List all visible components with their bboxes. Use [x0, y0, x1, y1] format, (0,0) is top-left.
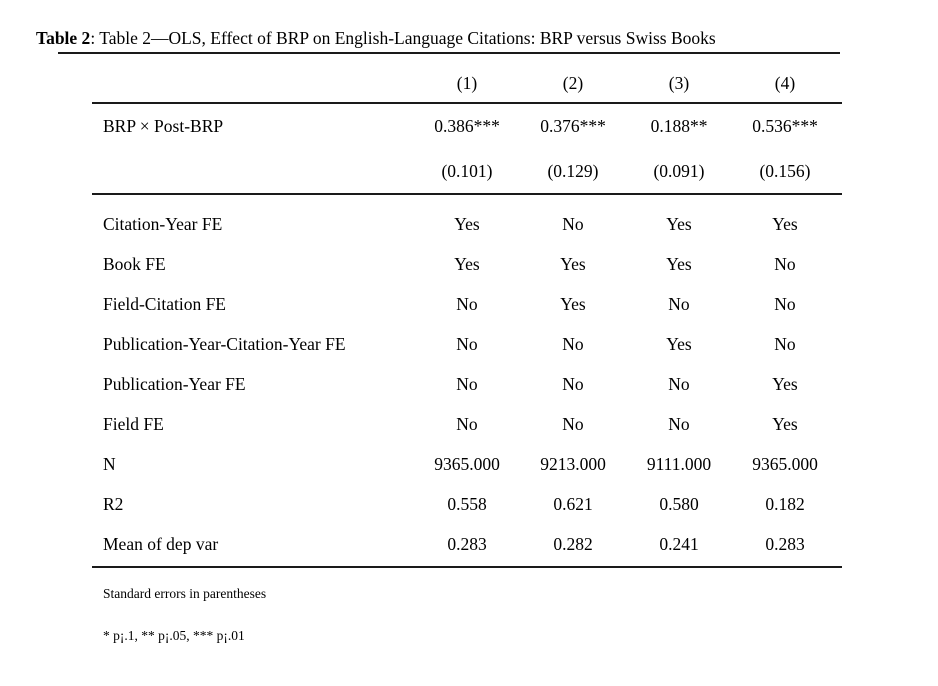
cell-value: 9365.000: [434, 453, 500, 474]
cell-value: No: [562, 333, 584, 354]
cell-value: No: [456, 333, 478, 354]
row-label: Field-Citation FE: [103, 293, 226, 314]
significance-note: * p¡.1, ** p¡.05, *** p¡.01: [103, 628, 245, 643]
row-label: BRP × Post-BRP: [103, 116, 224, 136]
cell-value: 0.283: [765, 533, 805, 554]
row-label: Field FE: [103, 413, 164, 434]
cell-value: No: [562, 413, 584, 434]
row-label: N: [103, 453, 116, 474]
cell-value: 9111.000: [646, 453, 712, 474]
table-row: Citation-Year FE Yes No Yes Yes: [92, 204, 842, 244]
cell-value: Yes: [666, 253, 692, 274]
cell-value: Yes: [666, 213, 692, 234]
standard-error-value: (0.156): [759, 160, 811, 181]
cell-value: No: [562, 213, 584, 234]
table-caption-number: Table 2: [36, 28, 91, 48]
cell-value: No: [774, 293, 796, 314]
cell-value: 0.580: [659, 493, 699, 514]
row-label: Citation-Year FE: [103, 213, 223, 234]
column-header: (4): [774, 72, 796, 93]
cell-value: 9213.000: [540, 453, 606, 474]
row-label: Book FE: [103, 253, 166, 274]
column-header-row: (1) (2) (3) (4): [92, 64, 842, 104]
column-header: (2): [562, 72, 584, 93]
statistics-section: Citation-Year FE Yes No Yes Yes Book FE …: [92, 195, 842, 568]
coefficient-value: 0.536***: [752, 116, 818, 136]
column-header: (3): [668, 72, 690, 93]
table-row: Book FE Yes Yes Yes No: [92, 244, 842, 284]
cell-value: Yes: [666, 333, 692, 354]
standard-error-row: (0.101) (0.129) (0.091) (0.156): [92, 149, 842, 193]
cell-value: Yes: [772, 413, 798, 434]
table-row: Field-Citation FE No Yes No No: [92, 284, 842, 324]
row-label: Mean of dep var: [103, 533, 219, 554]
table-row: Mean of dep var 0.283 0.282 0.241 0.283: [92, 524, 842, 564]
cell-value: 0.283: [447, 533, 487, 554]
coefficient-section: BRP × Post-BRP 0.386*** 0.376*** 0.188**…: [92, 104, 842, 195]
cell-value: No: [456, 293, 478, 314]
standard-errors-note: Standard errors in parentheses: [103, 586, 267, 601]
row-label: R2: [103, 493, 124, 514]
table-notes: Standard errors in parentheses * p¡.1, *…: [92, 586, 842, 644]
coefficient-value: 0.188**: [650, 116, 708, 136]
table-row: Publication-Year FE No No No Yes: [92, 364, 842, 404]
regression-table: (1) (2) (3) (4) BRP × Post-BRP 0.386*** …: [92, 64, 842, 644]
coefficient-row: BRP × Post-BRP 0.386*** 0.376*** 0.188**…: [92, 104, 842, 149]
table-row: R2 0.558 0.621 0.580 0.182: [92, 484, 842, 524]
coefficient-value: 0.386***: [434, 116, 500, 136]
cell-value: 0.282: [553, 533, 593, 554]
table-row: Field FE No No No Yes: [92, 404, 842, 444]
cell-value: No: [562, 373, 584, 394]
standard-error-value: (0.091): [653, 160, 705, 181]
cell-value: No: [668, 373, 690, 394]
cell-value: Yes: [454, 213, 480, 234]
table-row: Publication-Year-Citation-Year FE No No …: [92, 324, 842, 364]
table-caption-text: : Table 2—OLS, Effect of BRP on English-…: [90, 28, 716, 48]
row-label: Publication-Year FE: [103, 373, 246, 394]
cell-value: No: [774, 253, 796, 274]
cell-value: No: [668, 413, 690, 434]
row-label: Publication-Year-Citation-Year FE: [103, 333, 346, 354]
cell-value: 9365.000: [752, 453, 818, 474]
cell-value: 0.182: [765, 493, 805, 514]
caption-underline: [58, 52, 840, 54]
cell-value: No: [774, 333, 796, 354]
cell-value: Yes: [772, 213, 798, 234]
coefficient-value: 0.376***: [540, 116, 606, 136]
cell-value: 0.241: [659, 533, 699, 554]
cell-value: No: [456, 373, 478, 394]
cell-value: Yes: [772, 373, 798, 394]
cell-value: Yes: [560, 293, 586, 314]
cell-value: No: [456, 413, 478, 434]
cell-value: No: [668, 293, 690, 314]
standard-error-value: (0.101): [441, 160, 493, 181]
table-caption: Table 2: Table 2—OLS, Effect of BRP on E…: [36, 28, 916, 49]
table-row: N 9365.000 9213.000 9111.000 9365.000: [92, 444, 842, 484]
standard-error-value: (0.129): [547, 160, 599, 181]
cell-value: 0.558: [447, 493, 487, 514]
cell-value: Yes: [454, 253, 480, 274]
column-header: (1): [456, 72, 478, 93]
cell-value: Yes: [560, 253, 586, 274]
cell-value: 0.621: [553, 493, 593, 514]
